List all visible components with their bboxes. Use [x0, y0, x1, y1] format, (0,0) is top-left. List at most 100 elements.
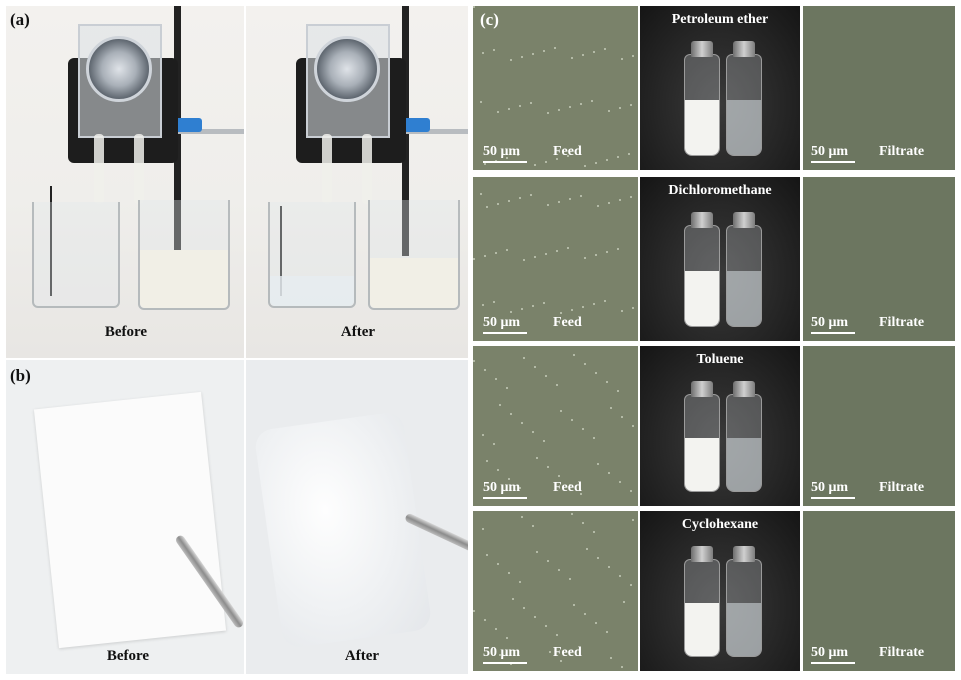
feed-vial	[684, 381, 720, 492]
droplet-speck	[486, 206, 488, 208]
droplet-speck	[495, 378, 497, 380]
filtrate-vial	[726, 41, 762, 156]
feed-label: Feed	[553, 645, 582, 660]
beaker-left	[268, 202, 356, 308]
droplet-speck	[530, 102, 532, 104]
droplet-speck	[597, 205, 599, 207]
vial-liquid	[685, 100, 719, 155]
droplet-speck	[497, 111, 499, 113]
droplet-speck	[606, 631, 608, 633]
scale-bar-feed: 50 μm	[483, 645, 527, 664]
vial-cap	[691, 212, 713, 228]
droplet-speck	[582, 522, 584, 524]
droplet-speck	[532, 431, 534, 433]
droplet-speck	[606, 381, 608, 383]
droplet-speck	[580, 493, 582, 495]
vials-photo: Toluene	[640, 346, 800, 506]
solvent-label: Toluene	[696, 352, 744, 367]
droplet-speck	[534, 366, 536, 368]
filtrate-micrograph	[803, 346, 955, 506]
droplet-speck	[508, 200, 510, 202]
scale-bar-label: 50 μm	[811, 144, 849, 159]
emulsion-liquid	[140, 250, 228, 308]
droplet-speck	[536, 457, 538, 459]
droplet-speck	[519, 581, 521, 583]
droplet-speck	[619, 199, 621, 201]
droplet-speck	[630, 490, 632, 492]
stand-clamp	[400, 118, 430, 132]
droplet-speck	[536, 551, 538, 553]
panel-label-b: (b)	[10, 366, 31, 385]
droplet-speck	[582, 306, 584, 308]
droplet-speck	[573, 604, 575, 606]
droplet-speck	[549, 651, 551, 653]
droplet-speck	[630, 196, 632, 198]
droplet-speck	[519, 105, 521, 107]
membrane-paper	[33, 391, 227, 649]
beaker-left	[32, 202, 120, 308]
droplet-speck	[506, 387, 508, 389]
vial-cap	[691, 41, 713, 57]
vial-liquid	[727, 100, 761, 155]
vial-liquid	[685, 271, 719, 326]
filtrate-vial	[726, 212, 762, 327]
droplet-speck	[473, 360, 475, 362]
droplet-speck	[532, 525, 534, 527]
filtrate-micrograph	[803, 177, 955, 341]
droplet-speck	[480, 193, 482, 195]
droplet-speck	[569, 578, 571, 580]
scale-bar-feed: 50 μm	[483, 144, 527, 163]
droplet-speck	[547, 560, 549, 562]
emulsion-liquid	[370, 258, 458, 308]
gel-film	[253, 410, 433, 650]
droplet-speck	[560, 312, 562, 314]
scale-bar-line	[483, 332, 527, 334]
filtrate-liquid	[270, 276, 354, 306]
droplet-speck	[521, 308, 523, 310]
scale-bar-line	[811, 332, 855, 334]
droplet-speck	[510, 311, 512, 313]
droplet-speck	[608, 472, 610, 474]
droplet-speck	[621, 416, 623, 418]
vial-cap	[733, 381, 755, 397]
vial-liquid	[727, 271, 761, 326]
droplet-speck	[543, 50, 545, 52]
vial-cap	[691, 381, 713, 397]
result-row: Cyclohexane 50 μm Feed 50 μm Filtrate	[473, 511, 955, 671]
droplet-speck	[554, 47, 556, 49]
droplet-speck	[506, 157, 508, 159]
droplet-speck	[617, 390, 619, 392]
vial-cap	[733, 41, 755, 57]
droplet-speck	[499, 404, 501, 406]
droplet-speck	[556, 384, 558, 386]
droplet-speck	[621, 310, 623, 312]
filtrate-label: Filtrate	[879, 144, 925, 159]
beaker-right	[368, 200, 460, 310]
droplet-speck	[532, 53, 534, 55]
scale-bar-feed: 50 μm	[483, 480, 527, 499]
droplet-speck	[621, 666, 623, 668]
droplet-speck	[493, 443, 495, 445]
scale-bar-label: 50 μm	[811, 645, 849, 660]
droplet-speck	[497, 203, 499, 205]
droplet-speck	[493, 49, 495, 51]
droplet-speck	[560, 660, 562, 662]
droplet-speck	[473, 258, 475, 260]
stand-clamp	[172, 118, 202, 132]
droplet-speck	[593, 437, 595, 439]
scale-bar-label: 50 μm	[811, 480, 849, 495]
droplet-speck	[623, 601, 625, 603]
droplet-speck	[486, 460, 488, 462]
droplet-speck	[545, 253, 547, 255]
scale-bar-filtrate: 50 μm	[811, 480, 855, 499]
droplet-speck	[608, 110, 610, 112]
scale-bar-label: 50 μm	[483, 480, 521, 495]
vial-cap	[691, 546, 713, 562]
photo-a-before	[6, 6, 244, 358]
droplet-speck	[519, 197, 521, 199]
droplet-speck	[508, 478, 510, 480]
droplet-speck	[632, 307, 634, 309]
droplet-speck	[593, 303, 595, 305]
droplet-speck	[628, 153, 630, 155]
panel-label-a: (a)	[10, 10, 30, 29]
